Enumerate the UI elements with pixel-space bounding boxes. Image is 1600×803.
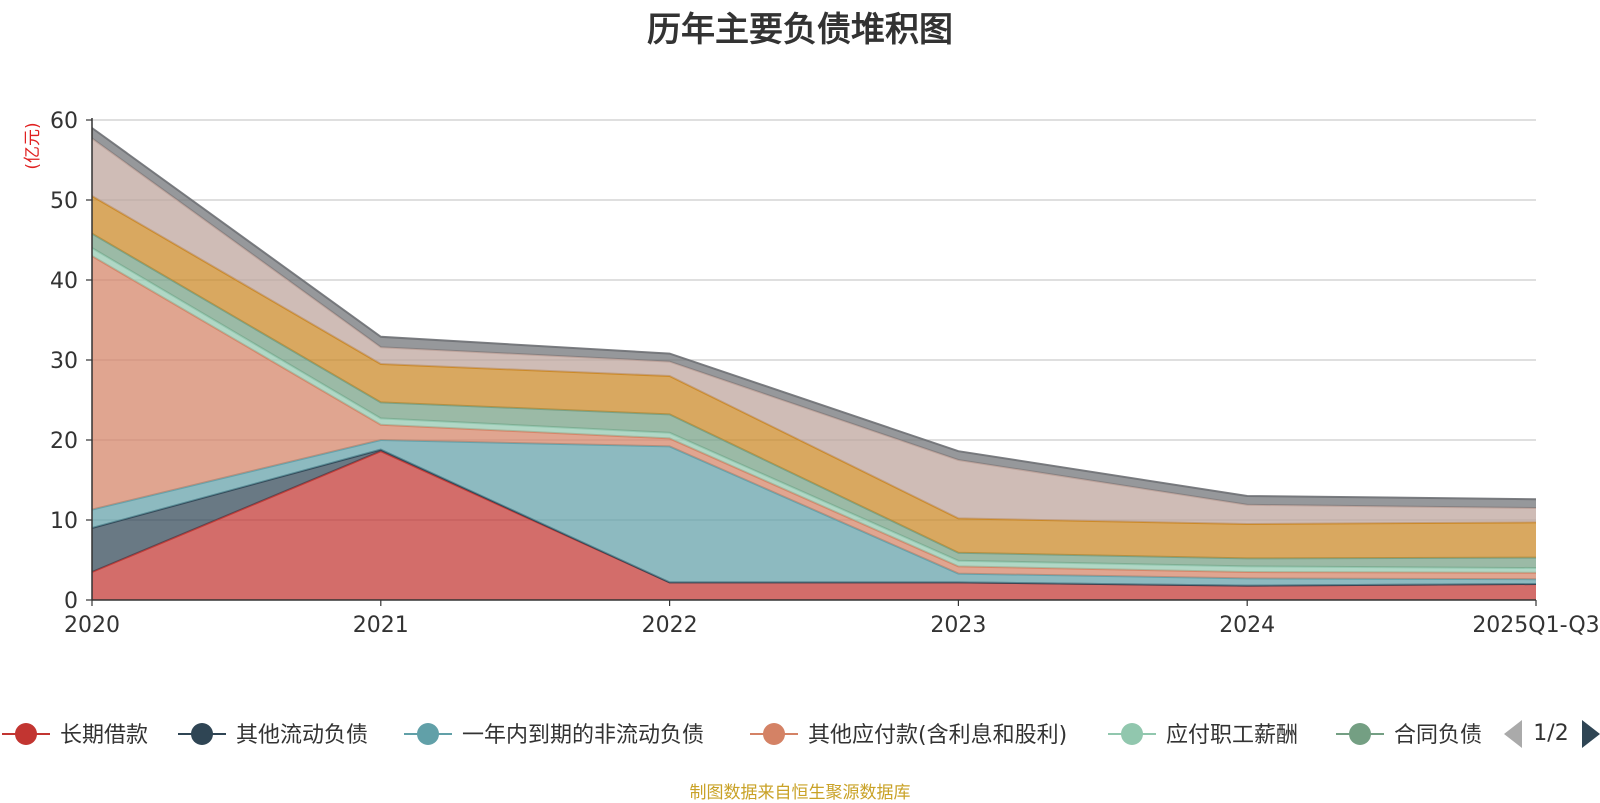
y-tick-label: 30 bbox=[50, 349, 78, 374]
triangle-left-icon[interactable] bbox=[1504, 720, 1522, 748]
legend-marker bbox=[1349, 723, 1371, 745]
triangle-right-icon[interactable] bbox=[1582, 720, 1600, 748]
x-tick-label: 2023 bbox=[930, 613, 986, 638]
legend-item[interactable]: 其他流动负债 bbox=[178, 723, 368, 748]
y-tick-label: 20 bbox=[50, 429, 78, 454]
axis-ticks: 0 10 20 30 40 50 60 2020 2021 2022 2023 2024 2025Q1-… bbox=[50, 109, 1600, 638]
series-areas bbox=[91, 127, 1537, 600]
area-series-6[interactable] bbox=[92, 196, 1536, 559]
y-tick-label: 10 bbox=[50, 509, 78, 534]
legend-label: 其他流动负债 bbox=[236, 723, 368, 748]
area-series-2[interactable] bbox=[92, 440, 1536, 586]
x-tick-label: 2022 bbox=[642, 613, 698, 638]
area-series-7[interactable] bbox=[92, 138, 1536, 524]
legend-marker bbox=[417, 723, 439, 745]
legend-item[interactable]: 合同负债 bbox=[1336, 723, 1482, 748]
area-series-0[interactable] bbox=[92, 451, 1536, 600]
legend-item[interactable]: 长期借款 bbox=[2, 723, 148, 748]
legend-item[interactable]: 一年内到期的非流动负债 bbox=[404, 723, 704, 748]
legend-marker bbox=[1121, 723, 1143, 745]
y-tick-label: 60 bbox=[50, 109, 78, 134]
legend-marker bbox=[15, 723, 37, 745]
x-tick-label: 2020 bbox=[64, 613, 120, 638]
source-note: 制图数据来自恒生聚源数据库 bbox=[689, 783, 911, 803]
y-tick-label: 50 bbox=[50, 189, 78, 214]
chart-title: 历年主要负债堆积图 bbox=[647, 10, 953, 50]
x-tick-label: 2024 bbox=[1219, 613, 1275, 638]
legend-pager: 1/2 bbox=[1504, 720, 1600, 748]
legend-label: 其他应付款(含利息和股利) bbox=[808, 723, 1067, 748]
legend-marker bbox=[763, 723, 785, 745]
legend-label: 一年内到期的非流动负债 bbox=[462, 723, 704, 748]
y-tick-label: 0 bbox=[64, 589, 78, 614]
legend-page-indicator: 1/2 bbox=[1533, 721, 1568, 746]
legend-item[interactable]: 其他应付款(含利息和股利) bbox=[750, 723, 1067, 748]
legend-label: 长期借款 bbox=[60, 723, 148, 748]
legend-label: 合同负债 bbox=[1394, 723, 1482, 748]
x-tick-label: 2021 bbox=[353, 613, 409, 638]
legend-label: 应付职工薪酬 bbox=[1166, 723, 1298, 748]
x-tick-label: 2025Q1-Q3 bbox=[1472, 613, 1599, 638]
y-axis-unit: (亿元) bbox=[23, 122, 43, 169]
line-series-8 bbox=[91, 127, 1537, 501]
legend-marker bbox=[191, 723, 213, 745]
y-tick-label: 40 bbox=[50, 269, 78, 294]
legend-item[interactable]: 应付职工薪酬 bbox=[1108, 723, 1298, 748]
legend[interactable]: 长期借款 其他流动负债 一年内到期的非流动负债 其他应付款(含利息和股利) 应付职工薪酬… bbox=[2, 723, 1482, 748]
